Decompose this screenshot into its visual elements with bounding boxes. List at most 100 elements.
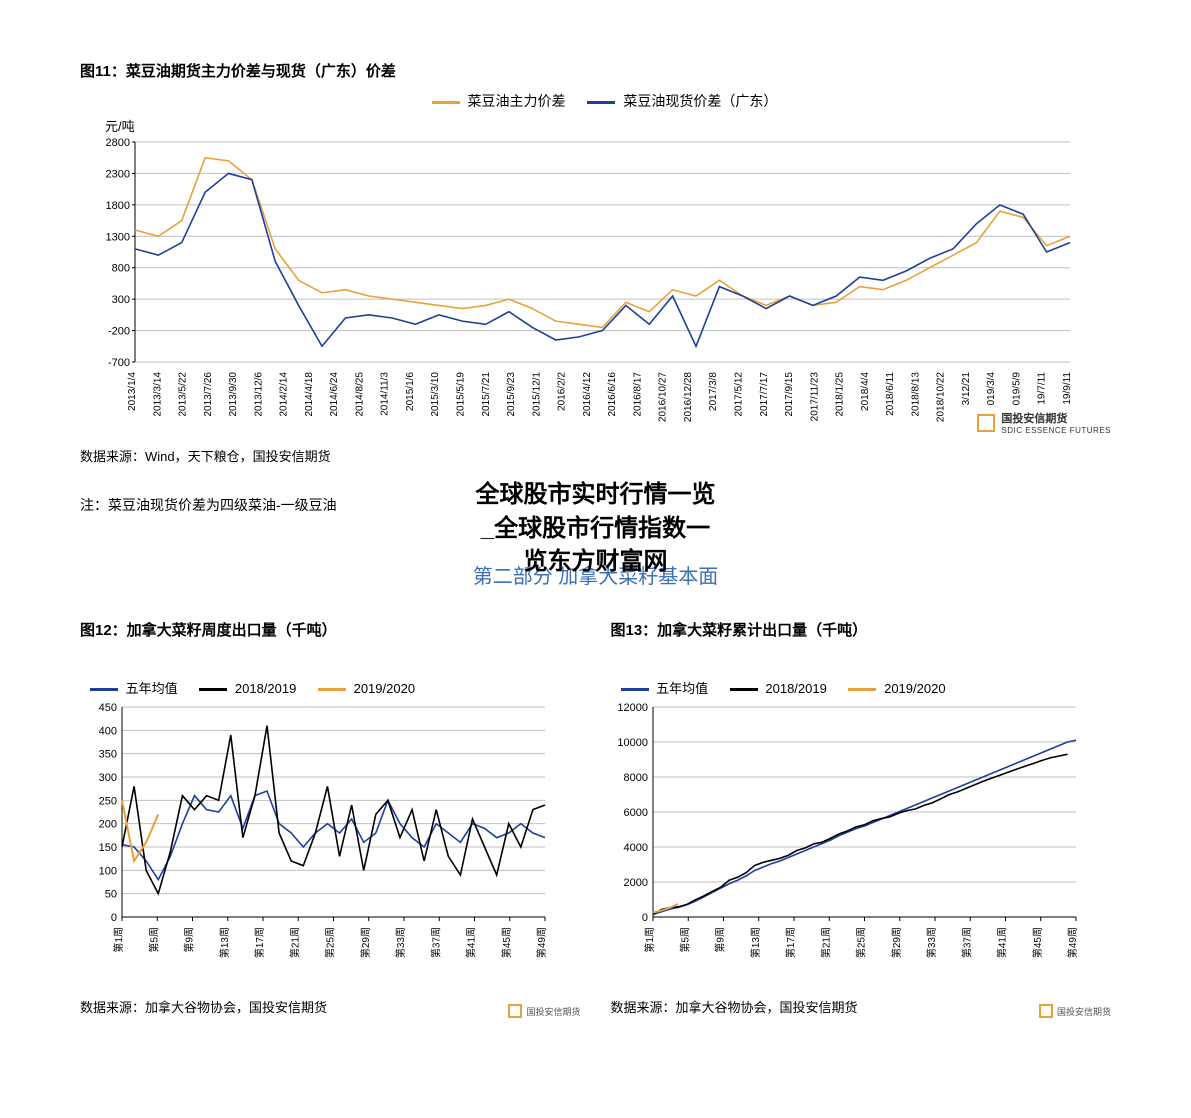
chart11-yaxis-label: 元/吨	[105, 116, 1111, 135]
legend-label: 2019/2020	[884, 681, 945, 696]
svg-text:2000: 2000	[623, 877, 647, 889]
svg-text:300: 300	[112, 294, 130, 306]
svg-text:2014/4/18: 2014/4/18	[304, 372, 315, 417]
chart11-source: 数据来源：Wind，天下粮仓，国投安信期货	[80, 446, 1111, 465]
legend-label: 五年均值	[656, 681, 708, 696]
svg-text:第13周: 第13周	[218, 927, 231, 958]
svg-text:第21周: 第21周	[819, 927, 832, 958]
svg-text:2016/12/28: 2016/12/28	[683, 372, 694, 422]
svg-text:8000: 8000	[623, 772, 647, 784]
svg-text:350: 350	[99, 749, 117, 761]
svg-text:4000: 4000	[623, 842, 647, 854]
svg-text:150: 150	[99, 842, 117, 854]
svg-text:第49周: 第49周	[1066, 927, 1079, 958]
svg-text:2015/9/23: 2015/9/23	[506, 372, 517, 417]
svg-text:2018/8/13: 2018/8/13	[910, 372, 921, 417]
svg-text:-200: -200	[108, 326, 130, 338]
svg-text:第17周: 第17周	[784, 927, 797, 958]
svg-text:6000: 6000	[623, 807, 647, 819]
chart11-title: 图11：菜豆油期货主力价差与现货（广东）价差	[80, 60, 1111, 81]
sdic-logo-small: 国投安信期货	[1039, 1004, 1111, 1018]
svg-text:2015/7/21: 2015/7/21	[481, 372, 492, 417]
svg-text:第17周: 第17周	[253, 927, 266, 958]
svg-text:第21周: 第21周	[288, 927, 301, 958]
legend-label: 2019/2020	[354, 681, 415, 696]
svg-text:第5周: 第5周	[678, 927, 691, 953]
svg-text:第45周: 第45周	[500, 927, 513, 958]
svg-text:2015/12/1: 2015/12/1	[531, 372, 542, 417]
svg-text:2018/6/11: 2018/6/11	[885, 372, 896, 416]
legend-label: 菜豆油主力价差	[468, 93, 566, 109]
svg-text:第29周: 第29周	[889, 927, 902, 958]
logo-icon	[508, 1004, 522, 1018]
legend-label: 2018/2019	[765, 681, 826, 696]
chart12-title: 图12：加拿大菜籽周度出口量（千吨）	[80, 619, 581, 640]
svg-text:2018/10/22: 2018/10/22	[936, 372, 947, 422]
svg-text:019/3/4: 019/3/4	[986, 372, 997, 406]
svg-text:2017/5/12: 2017/5/12	[733, 372, 744, 417]
svg-text:2018/1/25: 2018/1/25	[835, 372, 846, 417]
svg-text:第5周: 第5周	[147, 927, 160, 953]
svg-text:2016/6/16: 2016/6/16	[607, 372, 618, 417]
overlay-line: _全球股市行情指数一	[416, 512, 776, 546]
svg-text:第37周: 第37周	[960, 927, 973, 958]
sdic-logo-small: 国投安信期货	[508, 1004, 580, 1018]
svg-text:3/12/21: 3/12/21	[961, 372, 972, 406]
legend-label: 五年均值	[126, 681, 178, 696]
chart13-legend: 五年均值 2018/2019 2019/2020	[621, 678, 1112, 697]
svg-text:2300: 2300	[106, 168, 130, 180]
legend-swatch	[621, 688, 649, 691]
svg-text:1300: 1300	[106, 231, 130, 243]
svg-text:第29周: 第29周	[359, 927, 372, 958]
svg-text:2015/5/19: 2015/5/19	[456, 372, 467, 417]
svg-text:第1周: 第1周	[643, 927, 656, 953]
svg-text:50: 50	[105, 889, 117, 901]
svg-text:第37周: 第37周	[429, 927, 442, 958]
svg-text:第49周: 第49周	[535, 927, 548, 958]
svg-text:200: 200	[99, 819, 117, 831]
svg-text:第25周: 第25周	[854, 927, 867, 958]
legend-swatch	[199, 688, 227, 691]
legend-label: 2018/2019	[235, 681, 296, 696]
svg-text:第1周: 第1周	[112, 927, 125, 953]
svg-text:2013/1/4: 2013/1/4	[127, 372, 138, 411]
svg-text:第9周: 第9周	[183, 927, 196, 953]
logo-cn: 国投安信期货	[1057, 1005, 1111, 1018]
legend-swatch	[318, 688, 346, 691]
chart11-plot: -700-20030080013001800230028002013/1/420…	[80, 137, 1080, 437]
svg-text:2014/11/3: 2014/11/3	[380, 372, 391, 416]
svg-text:2016/10/27: 2016/10/27	[658, 372, 669, 422]
legend-swatch	[587, 101, 615, 104]
svg-text:019/5/9: 019/5/9	[1011, 372, 1022, 406]
chart13-plot: 020004000600080001000012000第1周第5周第9周第13周…	[611, 702, 1081, 982]
svg-text:12000: 12000	[617, 702, 648, 714]
svg-text:2800: 2800	[106, 137, 130, 149]
svg-text:450: 450	[99, 702, 117, 714]
chart12-plot: 050100150200250300350400450第1周第5周第9周第13周…	[80, 702, 550, 982]
legend-label: 菜豆油现货价差（广东）	[623, 93, 777, 109]
svg-text:第33周: 第33周	[394, 927, 407, 958]
logo-en: SDIC ESSENCE FUTURES	[1001, 426, 1111, 435]
legend-swatch	[90, 688, 118, 691]
svg-text:0: 0	[111, 912, 117, 924]
svg-text:2013/9/30: 2013/9/30	[228, 372, 239, 417]
chart11-legend: 菜豆油主力价差 菜豆油现货价差（广东）	[80, 91, 1111, 111]
svg-text:第45周: 第45周	[1030, 927, 1043, 958]
svg-text:19/7/11: 19/7/11	[1037, 372, 1048, 405]
logo-cn: 国投安信期货	[1001, 410, 1111, 426]
svg-text:2017/11/23: 2017/11/23	[809, 372, 820, 422]
overlay-line: 全球股市实时行情一览	[416, 478, 776, 512]
overlay-line: 览东方财富网	[416, 545, 776, 579]
svg-text:2016/2/2: 2016/2/2	[557, 372, 568, 411]
svg-text:250: 250	[99, 795, 117, 807]
svg-text:第41周: 第41周	[465, 927, 478, 958]
svg-text:400: 400	[99, 725, 117, 737]
svg-text:2016/8/17: 2016/8/17	[632, 372, 643, 417]
svg-text:800: 800	[112, 263, 130, 275]
chart13-title: 图13：加拿大菜籽累计出口量（千吨）	[611, 619, 1112, 640]
svg-text:第33周: 第33周	[925, 927, 938, 958]
logo-cn: 国投安信期货	[526, 1005, 580, 1018]
svg-text:2013/12/6: 2013/12/6	[253, 372, 264, 417]
legend-swatch	[730, 688, 758, 691]
svg-text:0: 0	[641, 912, 647, 924]
